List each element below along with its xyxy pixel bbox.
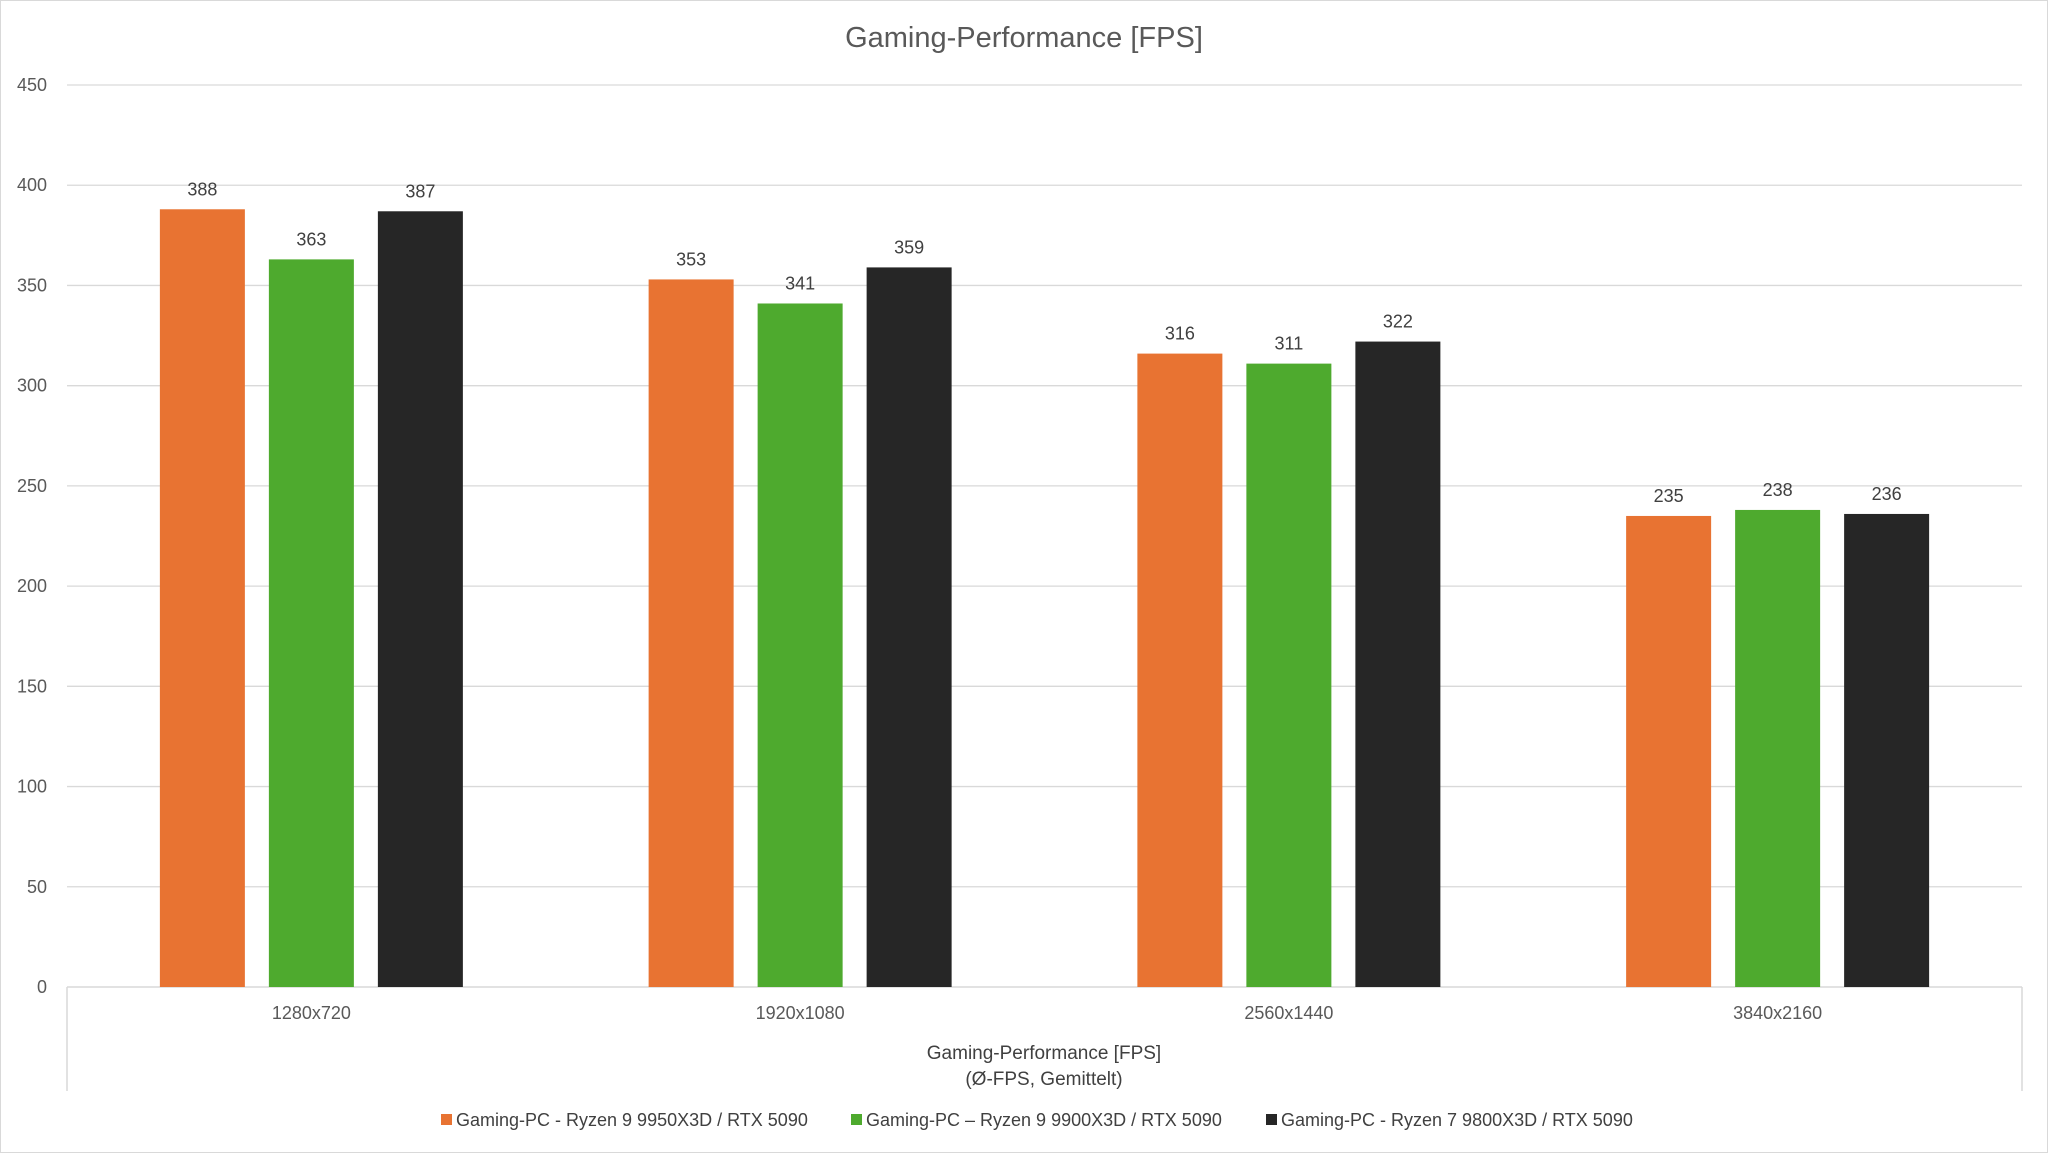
bar	[1735, 509, 1821, 987]
x-axis-ticks: 1280x720 1920x1080 2560x1440 3840x2160	[272, 1003, 1822, 1023]
bar	[1137, 353, 1223, 987]
y-tick-label: 150	[17, 676, 47, 696]
bar	[1246, 363, 1332, 987]
bar	[268, 259, 354, 987]
data-label: 341	[785, 273, 815, 293]
legend-swatch	[1266, 1114, 1277, 1125]
y-tick-label: 100	[17, 777, 47, 797]
data-label: 322	[1383, 312, 1413, 332]
data-labels: 388 363 387 353 341 359 316 311 322 235 238 236	[187, 179, 1901, 506]
bar	[757, 303, 843, 987]
y-tick-label: 0	[37, 977, 47, 997]
bar	[1355, 341, 1441, 988]
x-axis-title-line-1: Gaming-Performance [FPS]	[927, 1043, 1161, 1064]
y-tick-label: 350	[17, 275, 47, 295]
y-axis-ticks: 0 50 100 150 200 250 300 350 400 450	[17, 75, 47, 997]
bar	[159, 209, 245, 987]
bar	[1844, 513, 1930, 987]
data-label: 388	[187, 179, 217, 199]
legend-swatch	[441, 1114, 452, 1125]
data-label: 363	[296, 229, 326, 249]
gridlines	[67, 84, 2022, 888]
data-label: 236	[1872, 484, 1902, 504]
data-label: 235	[1654, 486, 1684, 506]
y-tick-label: 450	[17, 75, 47, 95]
x-tick-label: 3840x2160	[1733, 1003, 1822, 1023]
chart-title: Gaming-Performance [FPS]	[845, 22, 1203, 54]
data-label: 238	[1763, 480, 1793, 500]
x-axis-title-line-2: (Ø-FPS, Gemittelt)	[965, 1069, 1122, 1090]
y-tick-label: 250	[17, 476, 47, 496]
legend-label: Gaming-PC - Ryzen 9 9950X3D / RTX 5090	[456, 1110, 808, 1130]
legend-label: Gaming-PC - Ryzen 7 9800X3D / RTX 5090	[1281, 1110, 1633, 1130]
legend-swatch	[851, 1114, 862, 1125]
data-label: 359	[894, 237, 924, 257]
data-label: 316	[1165, 324, 1195, 344]
x-tick-label: 1280x720	[272, 1003, 351, 1023]
bars	[159, 209, 1930, 988]
legend-label: Gaming-PC – Ryzen 9 9900X3D / RTX 5090	[866, 1110, 1222, 1130]
bar	[377, 211, 463, 987]
y-tick-label: 200	[17, 576, 47, 596]
bar	[648, 279, 734, 987]
bar	[1626, 515, 1712, 987]
y-tick-label: 300	[17, 376, 47, 396]
bar	[866, 267, 952, 988]
x-tick-label: 2560x1440	[1244, 1003, 1333, 1023]
data-label: 353	[676, 249, 706, 269]
x-tick-label: 1920x1080	[756, 1003, 845, 1023]
y-tick-label: 50	[27, 877, 47, 897]
y-tick-label: 400	[17, 175, 47, 195]
data-label: 387	[405, 181, 435, 201]
data-label: 311	[1275, 334, 1304, 354]
x-axis-title: Gaming-Performance [FPS] (Ø-FPS, Gemitte…	[927, 1043, 1161, 1090]
legend: Gaming-PC - Ryzen 9 9950X3D / RTX 5090 Ga…	[441, 1110, 1633, 1130]
